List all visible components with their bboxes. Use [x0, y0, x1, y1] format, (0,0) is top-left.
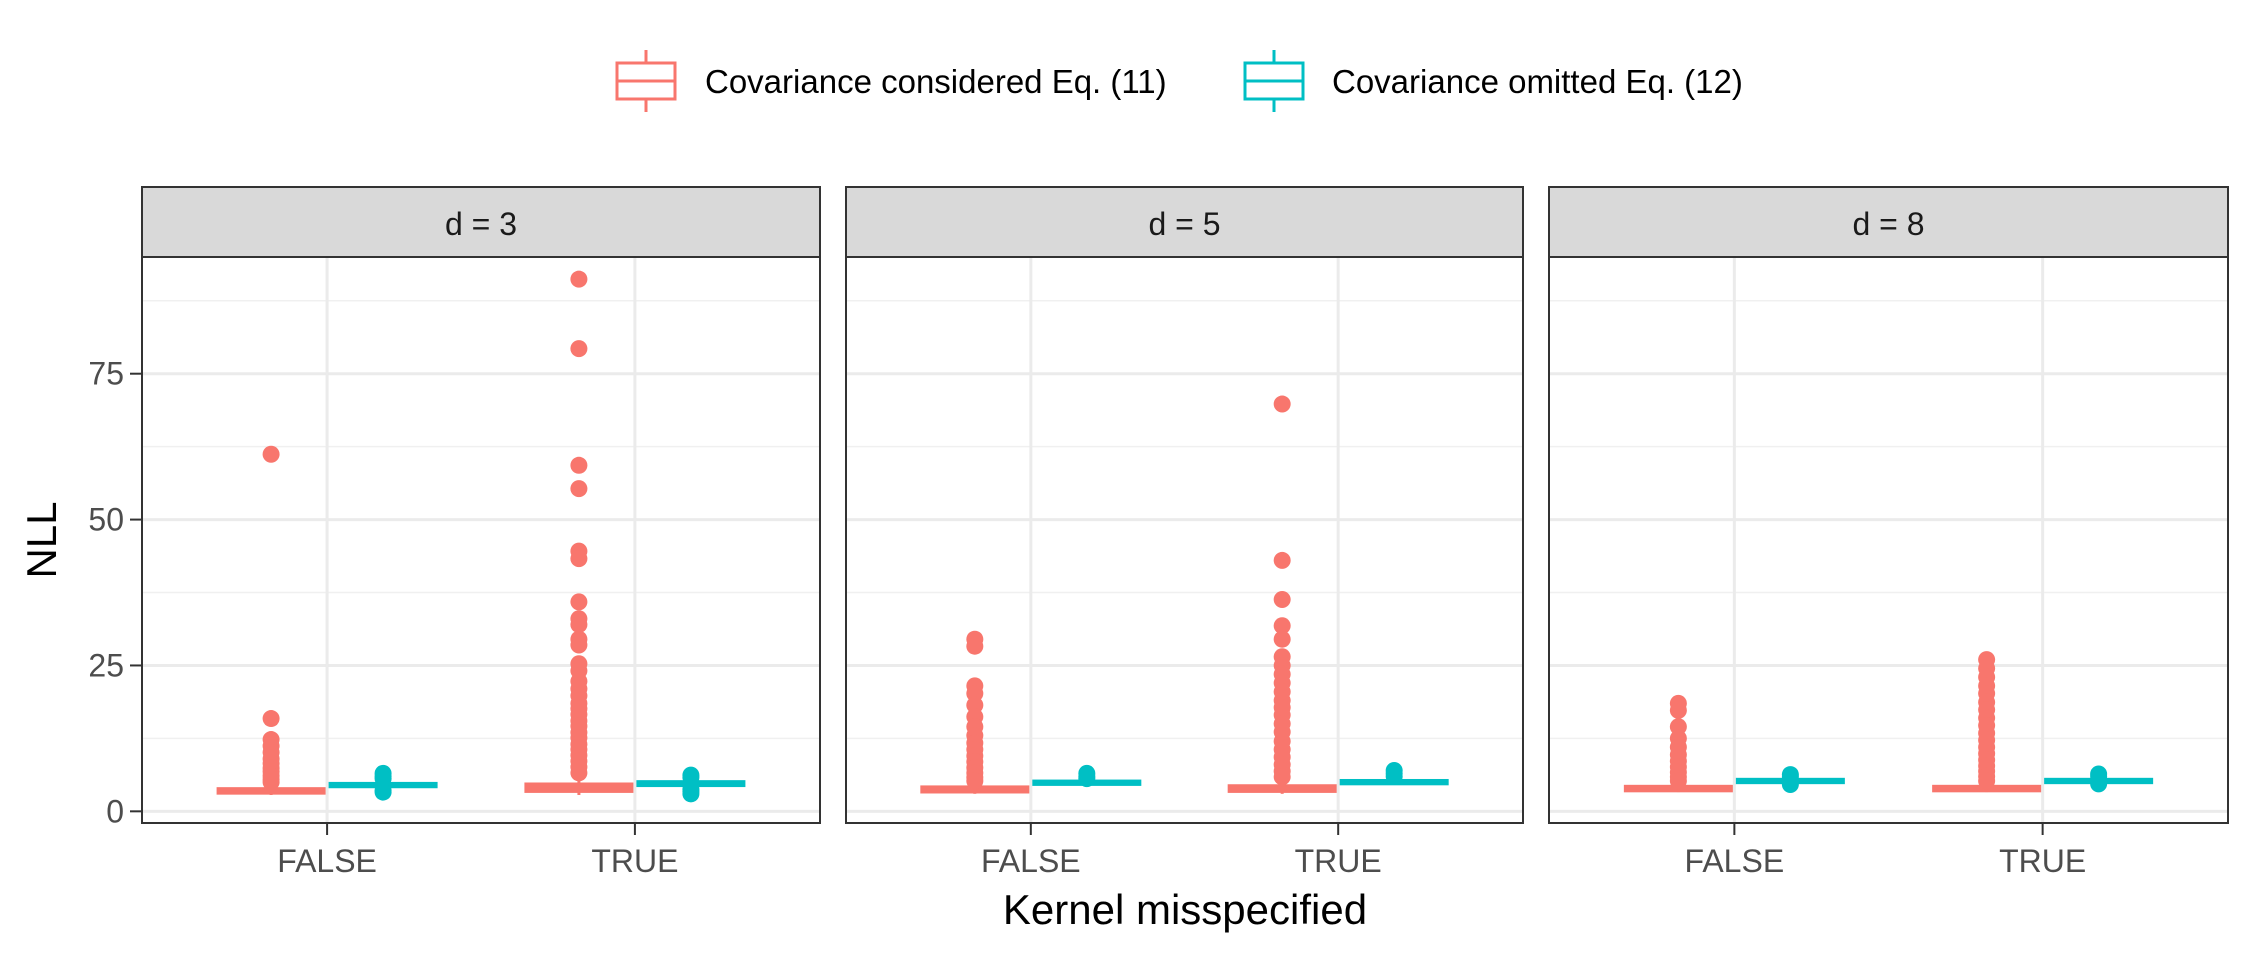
facet-label: d = 3 [445, 206, 517, 242]
facet-strip [1548, 186, 2229, 258]
x-tick-label: FALSE [981, 843, 1081, 879]
outlier-point [262, 773, 280, 791]
outlier-point [570, 636, 588, 654]
outlier-point [570, 616, 588, 634]
legend-label: Covariance considered Eq. (11) [705, 63, 1167, 100]
outlier-point [570, 456, 588, 474]
outlier-point [1669, 772, 1687, 790]
x-tick-label: TRUE [591, 843, 678, 879]
outlier-point [682, 785, 700, 803]
outlier-point [966, 696, 984, 714]
legend-label: Covariance omitted Eq. (12) [1332, 63, 1743, 100]
box-false-considered [216, 445, 326, 795]
y-tick-label: 25 [88, 647, 124, 683]
outlier-point [570, 550, 588, 568]
outlier-point [1273, 591, 1291, 609]
panel-border [845, 256, 1524, 824]
panel-2: d = 5 FALSE TRUE [845, 186, 1524, 879]
y-tick-label: 50 [88, 502, 124, 538]
outlier-point [570, 340, 588, 358]
legend-item-2: Covariance omitted Eq. (12) [1243, 50, 1743, 112]
outlier-point [570, 593, 588, 611]
outlier-point [1669, 718, 1687, 736]
outlier-point [1273, 768, 1291, 786]
outlier-point [1273, 617, 1291, 635]
plot-background [846, 257, 1523, 823]
x-tick-label: TRUE [1999, 843, 2086, 879]
box-true-omitted [2044, 765, 2154, 793]
plot-background [1549, 257, 2228, 823]
outlier-point [262, 445, 280, 463]
box-false-considered [1623, 694, 1733, 793]
outlier-point [1273, 551, 1291, 569]
y-axis-ticks: 0 25 50 75 [88, 356, 142, 829]
facet-strip [845, 186, 1524, 258]
outlier-point [966, 684, 984, 702]
outlier-point [966, 637, 984, 655]
outlier-point [1385, 767, 1403, 785]
outlier-point [1669, 701, 1687, 719]
box-false-omitted [1032, 764, 1142, 788]
outlier-point [1273, 630, 1291, 648]
box-true-considered [524, 270, 634, 795]
facet-label: d = 8 [1852, 206, 1924, 242]
facet-strip [141, 186, 821, 258]
outlier-point [966, 772, 984, 790]
box-true-considered [1932, 651, 2042, 793]
outlier-point [374, 770, 392, 788]
plot-background [142, 257, 820, 823]
panel-1: d = 3 FALSE TRUE [141, 186, 821, 879]
outlier-point [1273, 395, 1291, 413]
outlier-point [570, 480, 588, 498]
outlier-point [1078, 770, 1096, 788]
outlier-point [1781, 775, 1799, 793]
facet-label: d = 5 [1148, 206, 1220, 242]
legend: Covariance considered Eq. (11) Covariance… [615, 50, 1743, 112]
x-tick-label: TRUE [1295, 843, 1382, 879]
y-axis-title: NLL [18, 501, 65, 578]
x-axis-title: Kernel misspecified [1003, 886, 1367, 933]
outlier-point [1978, 772, 1996, 790]
box-false-omitted [1735, 766, 1845, 793]
outlier-point [374, 783, 392, 801]
box-true-omitted [1339, 761, 1449, 786]
y-tick-label: 0 [106, 793, 124, 829]
box-true-omitted [636, 766, 746, 803]
panel-3: d = 8 FALSE TRUE [1548, 186, 2229, 879]
box-true-considered [1227, 395, 1337, 794]
y-tick-label: 75 [88, 356, 124, 392]
outlier-point [682, 768, 700, 786]
outlier-point [570, 764, 588, 782]
outlier-point [2090, 775, 2108, 793]
outlier-point [262, 710, 280, 728]
box-false-considered [920, 630, 1030, 794]
panel-border [141, 256, 821, 824]
legend-item-1: Covariance considered Eq. (11) [615, 50, 1167, 112]
x-tick-label: FALSE [1685, 843, 1785, 879]
outlier-point [570, 270, 588, 288]
panel-border [1548, 256, 2229, 824]
box-false-omitted [328, 764, 438, 801]
x-tick-label: FALSE [277, 843, 377, 879]
